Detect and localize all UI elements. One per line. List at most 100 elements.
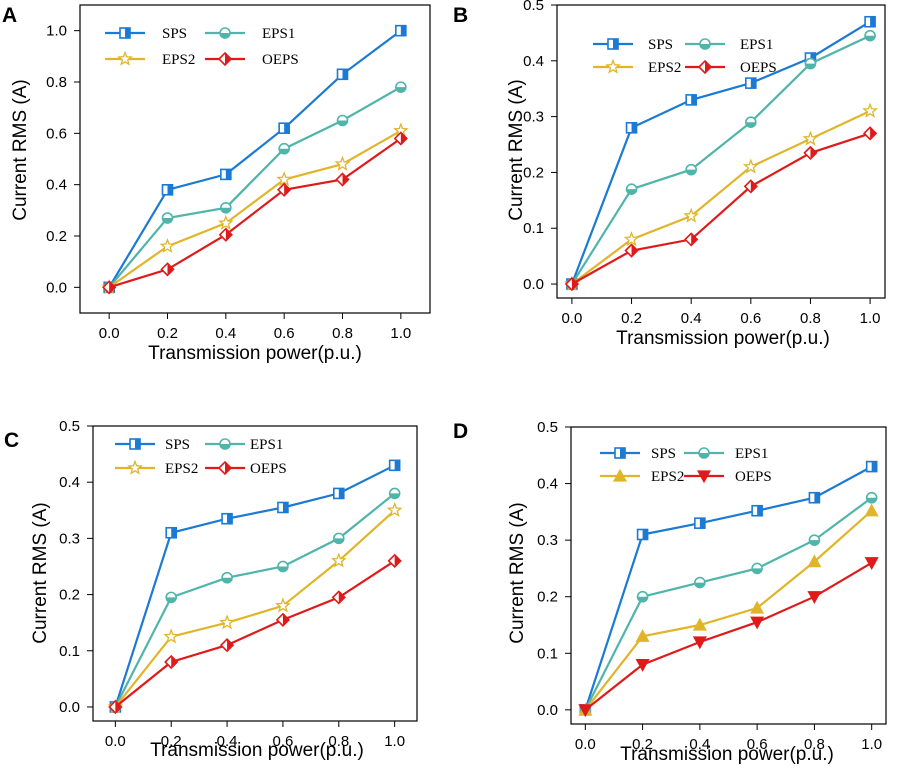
x-tick-label: 0.2 — [157, 325, 178, 342]
x-tick-label: 0.4 — [217, 733, 238, 750]
y-tick-label: 0.1 — [59, 643, 80, 660]
series-line-eps1 — [570, 34, 871, 285]
x-tick-label: 0.2 — [632, 736, 653, 753]
series-line-eps2 — [108, 129, 402, 289]
legend-label-sps: SPS — [651, 446, 676, 462]
legend-label-eps2: EPS2 — [648, 60, 681, 76]
data-point-eps1-fill — [222, 577, 233, 583]
data-point-eps2 — [334, 155, 351, 171]
data-point-eps1-fill — [694, 582, 705, 588]
y-axis-title: Current RMS (A) — [507, 502, 528, 643]
x-tick-label: 0.0 — [561, 310, 582, 327]
y-tick-label: 0.1 — [523, 220, 544, 237]
x-tick-label: 0.4 — [689, 736, 710, 753]
legend-marker-sps-fill — [135, 439, 140, 449]
data-point-eps1-fill — [686, 169, 697, 175]
data-point-oeps — [807, 591, 822, 604]
data-point-eps2 — [750, 600, 765, 614]
y-axis-title: Current RMS (A) — [30, 502, 51, 643]
data-point-sps-fill — [284, 123, 290, 134]
data-point-eps1-fill — [752, 568, 763, 574]
legend-marker-oeps-fill — [705, 61, 711, 73]
legend-marker-eps1-fill — [220, 444, 230, 449]
data-point-oeps-fill — [115, 700, 122, 713]
data-point-eps1-fill — [637, 596, 648, 602]
panel-letter: C — [4, 429, 19, 452]
data-point-oeps — [692, 636, 707, 650]
data-point-eps1-fill — [389, 493, 400, 499]
data-point-oeps-fill — [109, 281, 116, 294]
legend-label-oeps: OEPS — [250, 461, 287, 477]
data-point-eps1-fill — [866, 497, 877, 503]
x-axis-title: Transmission power(p.u.) — [620, 744, 834, 765]
data-point-eps1-fill — [279, 148, 290, 154]
y-tick-label: 0.6 — [46, 125, 67, 142]
legend-label-oeps: OEPS — [262, 52, 299, 68]
data-point-eps2 — [163, 628, 180, 644]
data-point-sps-fill — [870, 16, 876, 27]
legend-label-oeps: OEPS — [740, 60, 777, 76]
x-tick-label: 1.0 — [384, 733, 405, 750]
data-point-eps2 — [742, 158, 759, 174]
data-point-oeps-fill — [338, 591, 345, 604]
data-point-sps-fill — [400, 25, 406, 36]
chart-panel-b: B 0.0 0.2 0.4 0.6 0.8 1.0 0.0 0.1 0.2 0.3 0.4 0.5 Tra… — [453, 0, 886, 349]
data-point-eps2 — [217, 214, 234, 230]
legend-label-eps1: EPS1 — [262, 26, 295, 42]
legend-label-eps2: EPS2 — [651, 469, 684, 485]
plot-frame — [92, 425, 418, 722]
data-point-eps2 — [862, 102, 879, 118]
series-line-eps1 — [584, 496, 873, 711]
x-tick-label: 0.6 — [273, 733, 294, 750]
series-line-eps2 — [571, 110, 871, 285]
x-tick-label: 0.8 — [332, 325, 353, 342]
data-point-eps1-fill — [805, 63, 816, 69]
data-point-oeps-fill — [167, 263, 174, 276]
legend-label-oeps: OEPS — [735, 469, 772, 485]
y-tick-label: 0.5 — [523, 0, 544, 14]
plot-frame — [556, 4, 886, 299]
data-point-eps1-fill — [337, 120, 348, 126]
x-tick-label: 0.4 — [681, 310, 702, 327]
y-tick-label: 0.5 — [537, 419, 558, 436]
data-point-eps2 — [386, 502, 403, 517]
x-tick-label: 1.0 — [390, 325, 411, 342]
y-tick-label: 0.2 — [46, 228, 67, 245]
series-line-sps — [584, 465, 873, 711]
series-line-sps — [108, 29, 402, 288]
series-line-oeps — [571, 132, 871, 285]
y-tick-label: 0.3 — [537, 532, 558, 549]
data-point-eps1-fill — [395, 87, 406, 93]
series-line-eps1 — [108, 86, 402, 289]
series-line-eps2 — [584, 509, 873, 711]
data-point-oeps — [578, 704, 593, 718]
data-point-oeps-fill — [691, 233, 698, 246]
chart-panel-d: D 0.0 0.2 0.4 0.6 0.8 1.0 0.0 0.1 0.2 0.3 0.4 0.5 Tra… — [453, 419, 887, 765]
x-tick-label: 1.0 — [861, 736, 882, 753]
data-point-eps1-fill — [865, 35, 876, 41]
legend-label-eps1: EPS1 — [740, 37, 773, 53]
legend-marker-eps2 — [612, 468, 628, 482]
x-tick-label: 0.0 — [99, 325, 120, 342]
data-point-oeps-fill — [810, 146, 817, 159]
x-tick-label: 0.2 — [621, 310, 642, 327]
data-point-eps1-fill — [220, 207, 231, 213]
x-axis-title: Transmission power(p.u.) — [150, 740, 364, 761]
y-tick-label: 0.5 — [59, 418, 80, 435]
series-line-sps — [570, 20, 871, 285]
data-point-oeps-fill — [342, 173, 349, 186]
y-tick-label: 0.2 — [523, 164, 544, 181]
y-tick-label: 0.0 — [46, 279, 67, 296]
legend-marker-eps2 — [117, 50, 133, 66]
series-line-oeps — [114, 559, 396, 708]
data-point-sps-fill — [699, 518, 705, 529]
data-point-oeps-fill — [282, 613, 289, 626]
data-point-eps1-fill — [162, 218, 173, 224]
data-point-eps2 — [807, 554, 822, 568]
legend-marker-eps1-fill — [700, 44, 710, 49]
x-tick-label: 0.4 — [215, 325, 236, 342]
data-point-sps-fill — [167, 184, 173, 195]
data-point-eps1-fill — [166, 597, 177, 603]
data-point-oeps-fill — [400, 132, 407, 145]
data-point-eps2 — [274, 597, 291, 613]
